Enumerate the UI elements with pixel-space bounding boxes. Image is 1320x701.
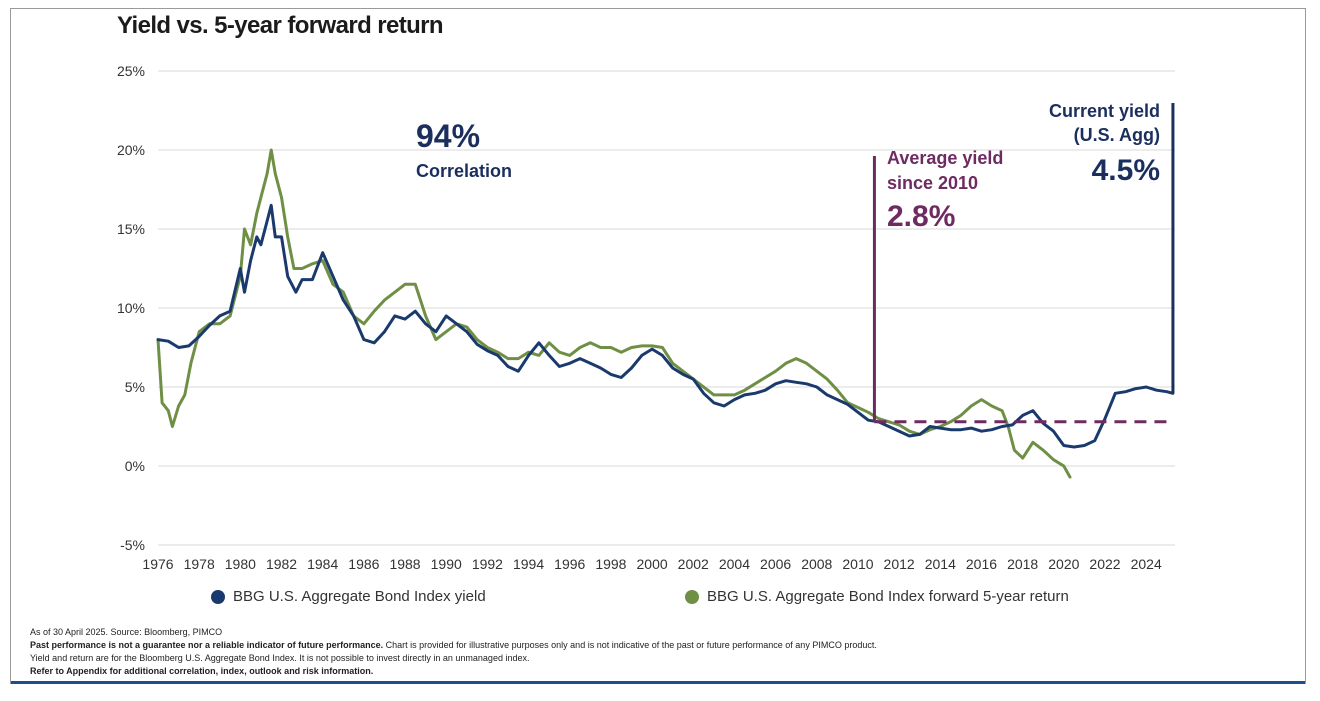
correlation-value: 94% bbox=[416, 118, 481, 154]
x-tick-label: 2006 bbox=[760, 556, 791, 572]
x-tick-label: 2002 bbox=[678, 556, 709, 572]
current-yield-sublabel: (U.S. Agg) bbox=[1073, 125, 1160, 145]
x-tick-label: 2016 bbox=[966, 556, 997, 572]
x-tick-label: 1994 bbox=[513, 556, 544, 572]
x-axis-ticks: 1976 1978 1980 1982 1984 1986 1988 1990 1992 1994… bbox=[142, 556, 1162, 572]
x-tick-label: 1998 bbox=[595, 556, 626, 572]
legend-dot-return bbox=[685, 589, 699, 604]
x-tick-label: 1992 bbox=[472, 556, 503, 572]
legend-item-yield: BBG U.S. Aggregate Bond Index yield bbox=[211, 588, 486, 605]
x-tick-label: 1986 bbox=[348, 556, 379, 572]
yield-series-line bbox=[156, 203, 1175, 449]
footnote-index: Yield and return are for the Bloomberg U… bbox=[30, 653, 530, 663]
x-tick-label: 1988 bbox=[389, 556, 420, 572]
current-yield-label: Current yield bbox=[1048, 101, 1160, 121]
x-tick-label: 1978 bbox=[184, 556, 215, 572]
x-tick-label: 1976 bbox=[142, 556, 173, 572]
x-tick-label: 2010 bbox=[842, 556, 873, 572]
x-tick-label: 1990 bbox=[431, 556, 462, 572]
bottom-divider bbox=[11, 681, 1305, 684]
x-tick-label: 1980 bbox=[225, 556, 256, 572]
x-tick-label: 2024 bbox=[1131, 556, 1162, 572]
current-yield-value: 4.5% bbox=[1091, 154, 1160, 187]
footnote-appendix: Refer to Appendix for additional correla… bbox=[30, 666, 374, 676]
legend-dot-yield bbox=[211, 589, 225, 604]
y-tick-label: 20% bbox=[117, 142, 145, 158]
return-series-line bbox=[156, 148, 1072, 479]
legend-item-return: BBG U.S. Aggregate Bond Index forward 5-… bbox=[685, 588, 1069, 605]
y-tick-label: 10% bbox=[117, 300, 145, 316]
y-tick-label: 15% bbox=[117, 221, 145, 237]
grid-lines bbox=[158, 70, 1175, 546]
x-tick-label: 2000 bbox=[637, 556, 668, 572]
chart-title: Yield vs. 5-year forward return bbox=[117, 12, 444, 39]
x-tick-label: 2004 bbox=[719, 556, 750, 572]
x-tick-label: 2020 bbox=[1048, 556, 1079, 572]
correlation-label: Correlation bbox=[416, 161, 513, 181]
average-yield-label: Average yield bbox=[887, 148, 1004, 168]
legend-label-return: BBG U.S. Aggregate Bond Index forward 5-… bbox=[707, 588, 1069, 605]
reference-lines bbox=[872, 103, 1175, 424]
footnote-disclaimer-bold: Past performance is not a guarantee nor … bbox=[30, 640, 384, 650]
y-tick-label: 25% bbox=[117, 63, 145, 79]
footnote-disclaimer: Past performance is not a guarantee nor … bbox=[30, 639, 877, 651]
x-tick-label: 2018 bbox=[1007, 556, 1038, 572]
x-tick-label: 2014 bbox=[925, 556, 956, 572]
x-tick-label: 1982 bbox=[266, 556, 297, 572]
y-tick-label: 5% bbox=[125, 379, 145, 395]
x-tick-label: 2012 bbox=[884, 556, 915, 572]
y-tick-label: 0% bbox=[125, 458, 145, 474]
footnote-disclaimer-rest: Chart is provided for illustrative purpo… bbox=[383, 640, 877, 650]
x-tick-label: 1984 bbox=[307, 556, 338, 572]
legend-label-yield: BBG U.S. Aggregate Bond Index yield bbox=[233, 588, 486, 605]
x-tick-label: 2008 bbox=[801, 556, 832, 572]
footnote-source: As of 30 April 2025. Source: Bloomberg, … bbox=[30, 627, 223, 637]
x-tick-label: 1996 bbox=[554, 556, 585, 572]
x-tick-label: 2022 bbox=[1089, 556, 1120, 572]
series-lines bbox=[156, 148, 1175, 479]
y-axis-ticks: -5% 0% 5% 10% 15% 20% 25% bbox=[117, 63, 145, 553]
y-tick-label: -5% bbox=[120, 537, 145, 553]
average-yield-sublabel: since 2010 bbox=[887, 173, 979, 193]
average-yield-value: 2.8% bbox=[887, 200, 956, 233]
